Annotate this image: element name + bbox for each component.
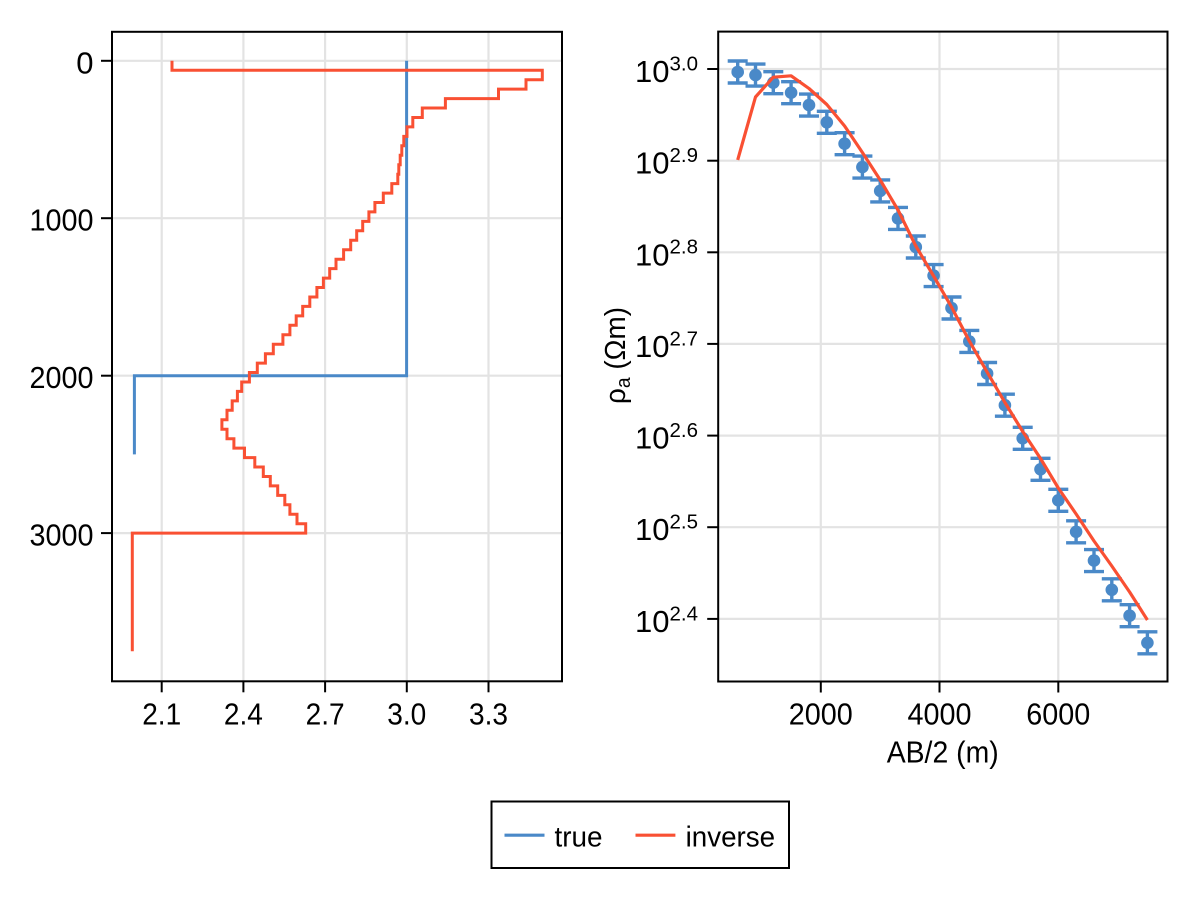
svg-text:ρa (Ωm): ρa (Ωm) bbox=[600, 307, 635, 404]
svg-text:3.0: 3.0 bbox=[387, 696, 426, 731]
svg-text:3000: 3000 bbox=[30, 518, 94, 553]
svg-text:1000: 1000 bbox=[30, 203, 94, 238]
svg-text:6000: 6000 bbox=[1026, 696, 1090, 731]
svg-text:2.1: 2.1 bbox=[142, 696, 181, 731]
svg-text:2000: 2000 bbox=[30, 360, 94, 395]
svg-text:0: 0 bbox=[76, 45, 93, 80]
svg-text:2000: 2000 bbox=[789, 696, 853, 731]
svg-text:3.3: 3.3 bbox=[469, 696, 508, 731]
svg-text:4000: 4000 bbox=[908, 696, 972, 731]
svg-text:AB/2 (m): AB/2 (m) bbox=[887, 735, 999, 770]
svg-text:2.4: 2.4 bbox=[224, 696, 263, 731]
svg-text:102.6: 102.6 bbox=[635, 419, 698, 456]
svg-text:2.7: 2.7 bbox=[306, 696, 345, 731]
svg-text:inverse: inverse bbox=[686, 822, 776, 854]
svg-text:true: true bbox=[555, 822, 603, 854]
